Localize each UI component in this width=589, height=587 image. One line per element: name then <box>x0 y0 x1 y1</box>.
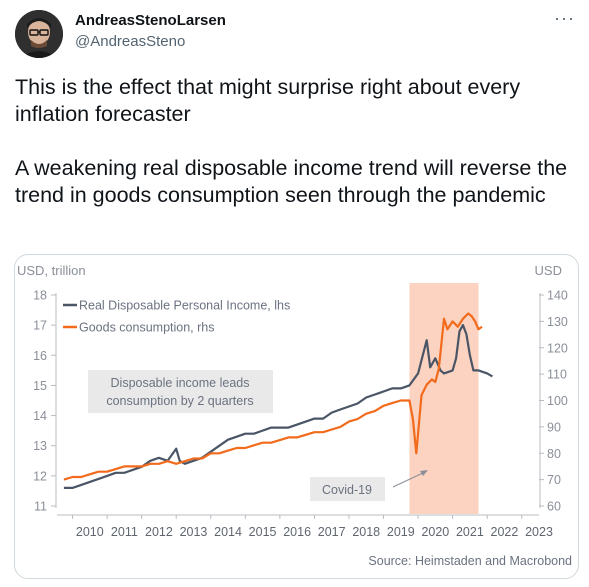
chart-svg: USD, trillion USD 11 12 13 14 15 16 17 18 60 70 80 90… <box>17 263 572 568</box>
y-tick-right: 80 <box>547 447 561 461</box>
x-tick-label: 2020 <box>421 525 449 539</box>
y-axis-right-title: USD <box>535 263 562 278</box>
tweet-media-chart[interactable]: USD, trillion USD 11 12 13 14 15 16 17 18 60 70 80 90… <box>14 254 579 579</box>
series-line-income <box>63 323 493 489</box>
x-tick-label: 2014 <box>214 525 242 539</box>
x-tick-label: 2015 <box>249 525 277 539</box>
covid-label: Covid-19 <box>322 483 372 497</box>
covid-arrow-head <box>420 470 428 476</box>
x-tick-label: 2018 <box>352 525 380 539</box>
y-tick-right: 110 <box>547 368 567 382</box>
x-tick-label: 2023 <box>525 525 553 539</box>
x-tick-label: 2011 <box>111 525 138 539</box>
source-note: Source: Heimstaden and Macrobond <box>368 554 572 568</box>
x-tick-label: 2021 <box>456 525 484 539</box>
x-tick-label: 2012 <box>145 525 173 539</box>
x-tick-label: 2019 <box>387 525 415 539</box>
y-tick-left: 18 <box>33 289 47 303</box>
tweet-text: This is the effect that might surprise r… <box>15 75 568 207</box>
legend-label: Goods consumption, rhs <box>79 321 215 335</box>
more-horizontal-icon[interactable]: ··· <box>554 8 575 28</box>
y-tick-right: 100 <box>547 394 568 408</box>
x-tick-label: 2016 <box>283 525 311 539</box>
y-tick-left: 15 <box>33 379 47 393</box>
y-tick-right: 90 <box>547 420 561 434</box>
income-note-box <box>88 370 273 413</box>
covid-arrow <box>392 471 426 488</box>
covid-label-box <box>310 477 385 501</box>
y-tick-left: 16 <box>33 349 47 363</box>
x-tick-label: 2013 <box>180 525 208 539</box>
income-note-line: consumption by 2 quarters <box>106 394 253 408</box>
series-line-goods <box>63 312 483 481</box>
x-tick-label: 2017 <box>318 525 346 539</box>
y-tick-left: 17 <box>33 319 47 333</box>
y-tick-right: 120 <box>547 341 568 355</box>
x-tick-label: 2010 <box>76 525 104 539</box>
y-tick-left: 12 <box>33 469 47 483</box>
y-tick-left: 14 <box>33 409 47 423</box>
display-name[interactable]: AndreasStenoLarsen <box>75 12 226 29</box>
y-axis-left-title: USD, trillion <box>17 263 86 278</box>
y-tick-left: 11 <box>34 500 47 514</box>
y-tick-right: 60 <box>547 500 561 514</box>
income-note-line: Disposable income leads <box>111 376 250 390</box>
x-tick-label: 2022 <box>491 525 519 539</box>
y-tick-right: 140 <box>547 289 568 303</box>
legend-label: Real Disposable Personal Income, lhs <box>79 299 290 313</box>
y-tick-right: 130 <box>547 315 568 329</box>
y-tick-left: 13 <box>33 439 47 453</box>
avatar[interactable] <box>15 10 63 58</box>
user-handle[interactable]: @AndreasSteno <box>75 33 186 50</box>
y-tick-right: 70 <box>547 473 561 487</box>
